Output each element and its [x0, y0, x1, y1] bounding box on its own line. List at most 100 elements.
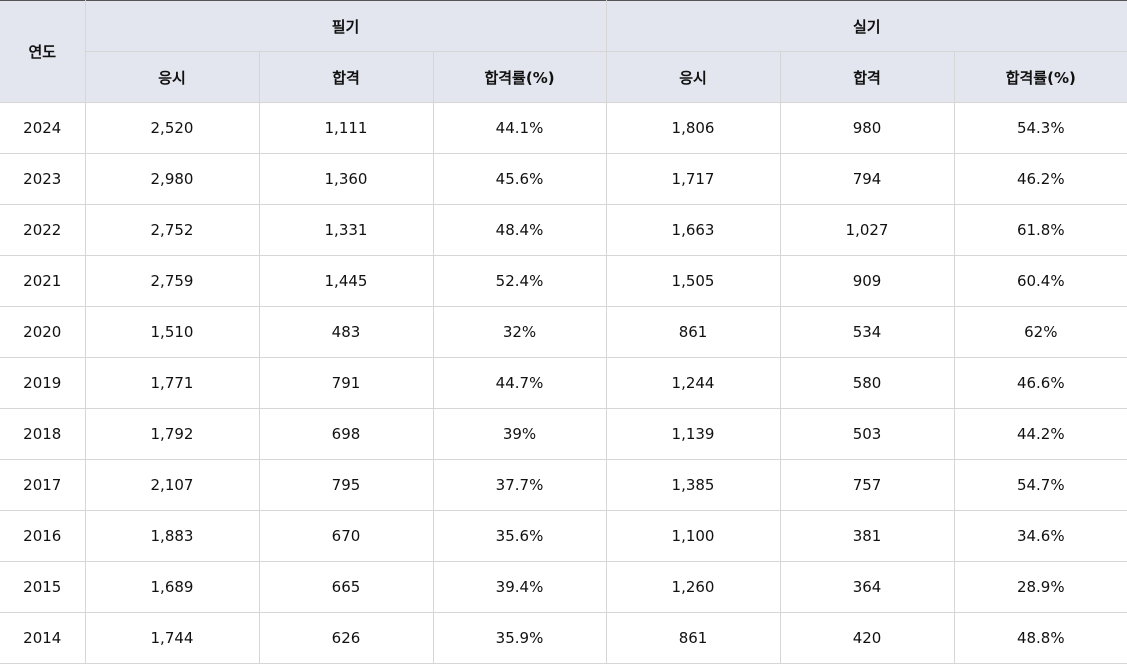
cell-year: 2017 — [0, 459, 86, 511]
cell-practical-applicants: 1,663 — [605, 204, 781, 256]
cell-written-passed: 698 — [258, 408, 434, 460]
cell-year: 2016 — [0, 510, 86, 562]
cell-written-passed: 795 — [258, 459, 434, 511]
cell-year: 2019 — [0, 357, 86, 409]
table-row: 2023 2,980 1,360 45.6% 1,717 794 46.2% — [0, 153, 1127, 205]
cell-practical-pass-rate: 46.2% — [953, 153, 1127, 205]
cell-practical-passed: 909 — [779, 255, 955, 307]
header-written-applicants: 응시 — [85, 51, 260, 103]
cell-practical-pass-rate: 28.9% — [953, 561, 1127, 613]
cell-practical-applicants: 1,100 — [605, 510, 781, 562]
header-written-pass-rate: 합격률(%) — [432, 51, 607, 103]
cell-written-passed: 791 — [258, 357, 434, 409]
cell-year: 2021 — [0, 255, 86, 307]
cell-practical-pass-rate: 34.6% — [953, 510, 1127, 562]
cell-practical-passed: 980 — [779, 102, 955, 154]
table-row: 2014 1,744 626 35.9% 861 420 48.8% — [0, 612, 1127, 664]
cell-practical-pass-rate: 61.8% — [953, 204, 1127, 256]
table-row: 2016 1,883 670 35.6% 1,100 381 34.6% — [0, 510, 1127, 562]
cell-practical-pass-rate: 48.8% — [953, 612, 1127, 664]
cell-practical-pass-rate: 46.6% — [953, 357, 1127, 409]
cell-written-pass-rate: 35.9% — [432, 612, 607, 664]
table-row: 2018 1,792 698 39% 1,139 503 44.2% — [0, 408, 1127, 460]
cell-written-pass-rate: 45.6% — [432, 153, 607, 205]
header-row-groups: 연도 필기 실기 — [0, 0, 1127, 103]
cell-written-applicants: 2,980 — [84, 153, 260, 205]
cell-written-pass-rate: 44.1% — [432, 102, 607, 154]
header-practical-passed: 합격 — [779, 51, 955, 103]
cell-written-applicants: 1,744 — [84, 612, 260, 664]
cell-practical-applicants: 1,806 — [605, 102, 781, 154]
table-row: 2017 2,107 795 37.7% 1,385 757 54.7% — [0, 459, 1127, 511]
cell-written-passed: 1,360 — [258, 153, 434, 205]
cell-written-pass-rate: 35.6% — [432, 510, 607, 562]
header-year: 연도 — [0, 0, 86, 103]
cell-year: 2015 — [0, 561, 86, 613]
table-row: 2022 2,752 1,331 48.4% 1,663 1,027 61.8% — [0, 204, 1127, 256]
cell-written-passed: 665 — [258, 561, 434, 613]
cell-written-pass-rate: 48.4% — [432, 204, 607, 256]
cell-written-pass-rate: 37.7% — [432, 459, 607, 511]
cell-practical-passed: 794 — [779, 153, 955, 205]
cell-practical-applicants: 1,505 — [605, 255, 781, 307]
cell-written-applicants: 1,689 — [84, 561, 260, 613]
cell-written-pass-rate: 39% — [432, 408, 607, 460]
cell-written-applicants: 2,520 — [84, 102, 260, 154]
cell-written-passed: 1,331 — [258, 204, 434, 256]
cell-written-applicants: 2,107 — [84, 459, 260, 511]
table-body: 2024 2,520 1,111 44.1% 1,806 980 54.3% 2023 2,98… — [0, 102, 1127, 664]
header-practical-pass-rate: 합격률(%) — [953, 51, 1127, 103]
table-header: 연도 필기 실기 응시 합격 합격률(%) 응시 합격 합격률(%) — [0, 0, 1127, 103]
cell-written-applicants: 1,792 — [84, 408, 260, 460]
cell-practical-applicants: 1,260 — [605, 561, 781, 613]
cell-practical-pass-rate: 54.3% — [953, 102, 1127, 154]
cell-practical-applicants: 861 — [605, 306, 781, 358]
cell-year: 2023 — [0, 153, 86, 205]
cell-practical-passed: 1,027 — [779, 204, 955, 256]
cell-year: 2024 — [0, 102, 86, 154]
cell-practical-passed: 757 — [779, 459, 955, 511]
cell-practical-applicants: 861 — [605, 612, 781, 664]
cell-practical-pass-rate: 54.7% — [953, 459, 1127, 511]
cell-year: 2020 — [0, 306, 86, 358]
table-row: 2020 1,510 483 32% 861 534 62% — [0, 306, 1127, 358]
table-row: 2019 1,771 791 44.7% 1,244 580 46.6% — [0, 357, 1127, 409]
cell-written-passed: 1,111 — [258, 102, 434, 154]
cell-written-pass-rate: 39.4% — [432, 561, 607, 613]
cell-practical-passed: 534 — [779, 306, 955, 358]
cell-practical-applicants: 1,139 — [605, 408, 781, 460]
cell-practical-passed: 580 — [779, 357, 955, 409]
cell-written-pass-rate: 44.7% — [432, 357, 607, 409]
header-practical-applicants: 응시 — [605, 51, 781, 103]
cell-practical-passed: 503 — [779, 408, 955, 460]
cell-year: 2018 — [0, 408, 86, 460]
cell-written-passed: 1,445 — [258, 255, 434, 307]
header-written-passed: 합격 — [258, 51, 434, 103]
table-row: 2015 1,689 665 39.4% 1,260 364 28.9% — [0, 561, 1127, 613]
table-row: 2024 2,520 1,111 44.1% 1,806 980 54.3% — [0, 102, 1127, 154]
cell-written-applicants: 1,883 — [84, 510, 260, 562]
cell-written-pass-rate: 32% — [432, 306, 607, 358]
cell-written-applicants: 2,752 — [84, 204, 260, 256]
cell-written-pass-rate: 52.4% — [432, 255, 607, 307]
cell-written-passed: 626 — [258, 612, 434, 664]
cell-practical-pass-rate: 44.2% — [953, 408, 1127, 460]
table-row: 2021 2,759 1,445 52.4% 1,505 909 60.4% — [0, 255, 1127, 307]
cell-year: 2014 — [0, 612, 86, 664]
cell-practical-pass-rate: 60.4% — [953, 255, 1127, 307]
header-written-group: 필기 — [84, 0, 607, 52]
cell-year: 2022 — [0, 204, 86, 256]
cell-practical-applicants: 1,385 — [605, 459, 781, 511]
cell-written-applicants: 1,510 — [84, 306, 260, 358]
cell-practical-passed: 381 — [779, 510, 955, 562]
cell-written-applicants: 2,759 — [84, 255, 260, 307]
header-row-columns: 응시 합격 합격률(%) 응시 합격 합격률(%) — [0, 51, 1127, 103]
cell-written-passed: 670 — [258, 510, 434, 562]
cell-practical-applicants: 1,717 — [605, 153, 781, 205]
cell-practical-pass-rate: 62% — [953, 306, 1127, 358]
header-practical-group: 실기 — [605, 0, 1127, 52]
cell-practical-applicants: 1,244 — [605, 357, 781, 409]
cell-written-passed: 483 — [258, 306, 434, 358]
cell-written-applicants: 1,771 — [84, 357, 260, 409]
